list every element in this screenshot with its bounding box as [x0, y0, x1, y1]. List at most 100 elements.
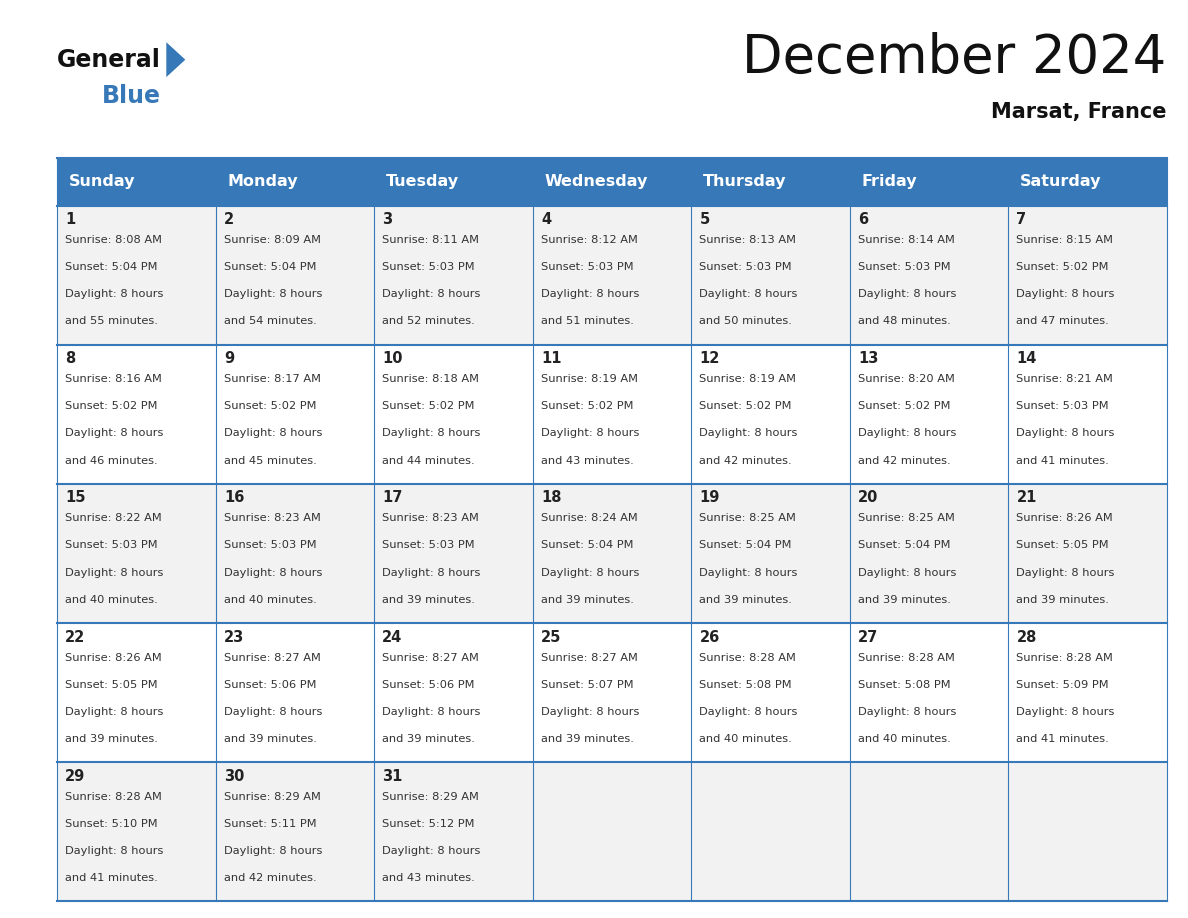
Text: Sunrise: 8:27 AM: Sunrise: 8:27 AM — [223, 653, 321, 663]
Text: 5: 5 — [700, 212, 709, 227]
Text: Daylight: 8 hours: Daylight: 8 hours — [1017, 429, 1114, 439]
Bar — [215, 762, 374, 901]
Bar — [57, 623, 215, 762]
Text: Sunrise: 8:19 AM: Sunrise: 8:19 AM — [541, 375, 638, 384]
Bar — [57, 345, 215, 484]
Text: Daylight: 8 hours: Daylight: 8 hours — [700, 567, 798, 577]
Text: Daylight: 8 hours: Daylight: 8 hours — [858, 289, 956, 299]
Bar — [374, 623, 532, 762]
Text: 1: 1 — [65, 212, 76, 227]
Text: and 42 minutes.: and 42 minutes. — [223, 873, 316, 883]
Bar — [849, 484, 1009, 623]
Bar — [532, 345, 691, 484]
Text: Sunset: 5:03 PM: Sunset: 5:03 PM — [700, 263, 792, 272]
Text: Daylight: 8 hours: Daylight: 8 hours — [541, 707, 639, 717]
Text: 29: 29 — [65, 768, 86, 784]
Text: Friday: Friday — [861, 174, 917, 189]
Text: Daylight: 8 hours: Daylight: 8 hours — [65, 429, 164, 439]
Text: 12: 12 — [700, 352, 720, 366]
Text: Sunset: 5:02 PM: Sunset: 5:02 PM — [700, 401, 792, 411]
Text: Sunrise: 8:11 AM: Sunrise: 8:11 AM — [383, 235, 480, 245]
Text: Sunrise: 8:26 AM: Sunrise: 8:26 AM — [1017, 513, 1113, 523]
Text: and 41 minutes.: and 41 minutes. — [1017, 733, 1110, 744]
Bar — [374, 345, 532, 484]
Text: Sunset: 5:12 PM: Sunset: 5:12 PM — [383, 819, 475, 829]
Text: 16: 16 — [223, 490, 245, 506]
Text: Daylight: 8 hours: Daylight: 8 hours — [858, 429, 956, 439]
Text: Sunrise: 8:13 AM: Sunrise: 8:13 AM — [700, 235, 796, 245]
Text: Sunrise: 8:23 AM: Sunrise: 8:23 AM — [383, 513, 479, 523]
Text: Sunrise: 8:26 AM: Sunrise: 8:26 AM — [65, 653, 162, 663]
Text: Sunset: 5:05 PM: Sunset: 5:05 PM — [65, 679, 158, 689]
Text: 31: 31 — [383, 768, 403, 784]
Text: and 40 minutes.: and 40 minutes. — [858, 733, 950, 744]
Text: Sunset: 5:10 PM: Sunset: 5:10 PM — [65, 819, 158, 829]
Text: 22: 22 — [65, 630, 86, 644]
Text: 24: 24 — [383, 630, 403, 644]
Bar — [849, 345, 1009, 484]
Text: Daylight: 8 hours: Daylight: 8 hours — [858, 707, 956, 717]
Text: Sunrise: 8:29 AM: Sunrise: 8:29 AM — [223, 791, 321, 801]
Bar — [691, 484, 849, 623]
Text: and 39 minutes.: and 39 minutes. — [1017, 595, 1110, 605]
Bar — [374, 158, 532, 206]
Text: and 39 minutes.: and 39 minutes. — [383, 595, 475, 605]
Text: and 41 minutes.: and 41 minutes. — [65, 873, 158, 883]
Text: Sunset: 5:06 PM: Sunset: 5:06 PM — [383, 679, 475, 689]
Text: 27: 27 — [858, 630, 878, 644]
Text: Sunset: 5:08 PM: Sunset: 5:08 PM — [858, 679, 950, 689]
Text: Sunset: 5:03 PM: Sunset: 5:03 PM — [858, 263, 950, 272]
Text: and 44 minutes.: and 44 minutes. — [383, 455, 475, 465]
Text: Sunrise: 8:09 AM: Sunrise: 8:09 AM — [223, 235, 321, 245]
Text: Daylight: 8 hours: Daylight: 8 hours — [65, 846, 164, 856]
Text: Sunrise: 8:19 AM: Sunrise: 8:19 AM — [700, 375, 796, 384]
Text: Sunrise: 8:28 AM: Sunrise: 8:28 AM — [1017, 653, 1113, 663]
Bar — [532, 484, 691, 623]
Text: Sunrise: 8:28 AM: Sunrise: 8:28 AM — [858, 653, 955, 663]
Text: Daylight: 8 hours: Daylight: 8 hours — [223, 567, 322, 577]
Text: and 45 minutes.: and 45 minutes. — [223, 455, 317, 465]
Text: December 2024: December 2024 — [742, 32, 1167, 84]
Text: Daylight: 8 hours: Daylight: 8 hours — [383, 707, 481, 717]
Text: Sunset: 5:06 PM: Sunset: 5:06 PM — [223, 679, 316, 689]
Text: and 39 minutes.: and 39 minutes. — [541, 595, 633, 605]
Text: and 51 minutes.: and 51 minutes. — [541, 317, 633, 327]
Bar — [691, 345, 849, 484]
Bar — [57, 158, 215, 206]
Text: Daylight: 8 hours: Daylight: 8 hours — [700, 429, 798, 439]
Text: Sunrise: 8:20 AM: Sunrise: 8:20 AM — [858, 375, 955, 384]
Text: 7: 7 — [1017, 212, 1026, 227]
Text: Sunset: 5:03 PM: Sunset: 5:03 PM — [1017, 401, 1110, 411]
Text: 14: 14 — [1017, 352, 1037, 366]
Bar — [691, 206, 849, 345]
Text: and 46 minutes.: and 46 minutes. — [65, 455, 158, 465]
Text: Daylight: 8 hours: Daylight: 8 hours — [223, 707, 322, 717]
Text: Sunset: 5:02 PM: Sunset: 5:02 PM — [383, 401, 475, 411]
Text: and 39 minutes.: and 39 minutes. — [541, 733, 633, 744]
Text: Sunset: 5:03 PM: Sunset: 5:03 PM — [383, 541, 475, 551]
Text: Sunset: 5:07 PM: Sunset: 5:07 PM — [541, 679, 633, 689]
Text: Sunrise: 8:27 AM: Sunrise: 8:27 AM — [383, 653, 479, 663]
Bar — [849, 762, 1009, 901]
Text: and 39 minutes.: and 39 minutes. — [223, 733, 317, 744]
Text: 28: 28 — [1017, 630, 1037, 644]
Text: Sunset: 5:02 PM: Sunset: 5:02 PM — [1017, 263, 1108, 272]
Text: and 50 minutes.: and 50 minutes. — [700, 317, 792, 327]
Text: and 40 minutes.: and 40 minutes. — [65, 595, 158, 605]
Text: Daylight: 8 hours: Daylight: 8 hours — [383, 846, 481, 856]
Bar — [1009, 206, 1167, 345]
Text: Daylight: 8 hours: Daylight: 8 hours — [383, 567, 481, 577]
Text: Daylight: 8 hours: Daylight: 8 hours — [700, 289, 798, 299]
Text: and 39 minutes.: and 39 minutes. — [858, 595, 950, 605]
Text: Sunset: 5:09 PM: Sunset: 5:09 PM — [1017, 679, 1110, 689]
Text: and 54 minutes.: and 54 minutes. — [223, 317, 317, 327]
Text: and 52 minutes.: and 52 minutes. — [383, 317, 475, 327]
Bar — [215, 206, 374, 345]
Text: Daylight: 8 hours: Daylight: 8 hours — [65, 707, 164, 717]
Text: and 47 minutes.: and 47 minutes. — [1017, 317, 1110, 327]
Text: Daylight: 8 hours: Daylight: 8 hours — [383, 429, 481, 439]
Text: 11: 11 — [541, 352, 562, 366]
Text: and 43 minutes.: and 43 minutes. — [383, 873, 475, 883]
Bar — [849, 206, 1009, 345]
Text: Sunset: 5:04 PM: Sunset: 5:04 PM — [541, 541, 633, 551]
